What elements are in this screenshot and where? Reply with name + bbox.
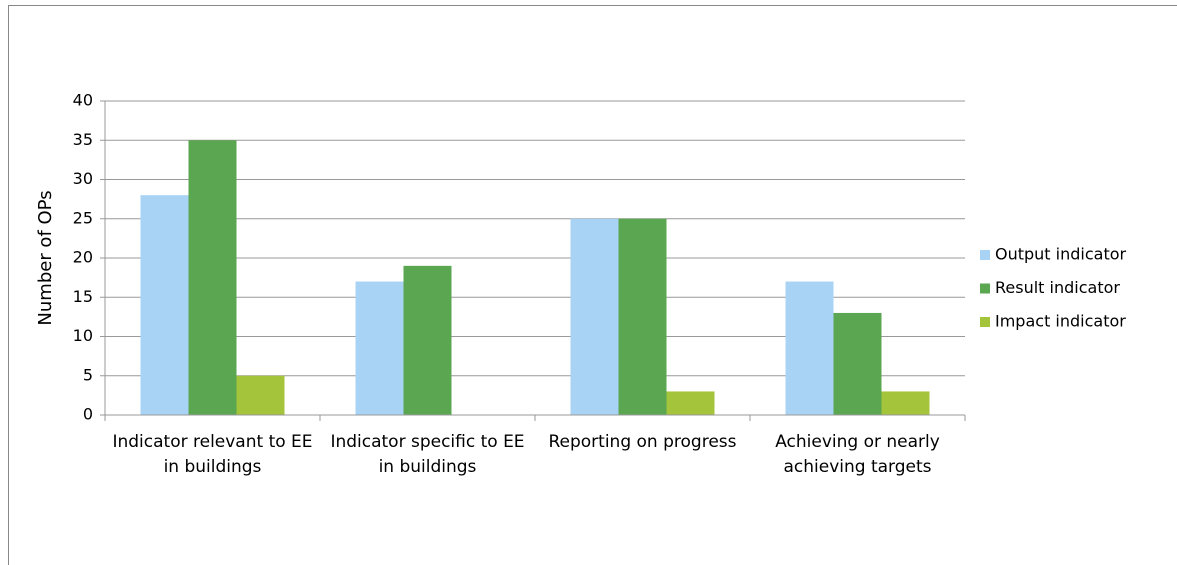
bar <box>403 265 452 415</box>
x-tick-label: Achieving or nearly achieving targets <box>775 432 940 477</box>
y-tick-label: 20 <box>73 248 93 267</box>
x-tick-label: Reporting on progress <box>548 432 737 452</box>
bar <box>236 375 285 415</box>
legend-swatch <box>980 250 990 260</box>
legend-label: Result indicator <box>995 278 1120 297</box>
chart-frame <box>8 5 1177 565</box>
bar <box>355 281 404 415</box>
bar <box>140 195 189 415</box>
y-tick-label: 0 <box>83 405 93 424</box>
bar <box>570 218 619 415</box>
y-axis-label: Number of OPs <box>35 190 56 325</box>
bar <box>618 218 667 415</box>
bar <box>666 391 715 415</box>
y-tick-label: 35 <box>73 130 93 149</box>
bar <box>881 391 930 415</box>
x-tick-label: Indicator specific to EE in buildings <box>330 432 525 477</box>
y-tick-label: 25 <box>73 208 93 227</box>
legend-swatch <box>980 283 990 294</box>
x-tick-label: Indicator relevant to EE in buildings <box>112 432 313 477</box>
legend-swatch <box>980 317 990 327</box>
legend-label: Impact indicator <box>995 312 1126 331</box>
y-tick-label: 40 <box>73 91 93 110</box>
legend-label: Output indicator <box>995 245 1127 264</box>
y-tick-label: 15 <box>73 287 93 306</box>
y-tick-label: 30 <box>73 169 93 188</box>
y-tick-label: 5 <box>83 365 93 384</box>
bar <box>188 140 237 415</box>
bar <box>833 312 882 415</box>
bar <box>785 281 834 415</box>
y-tick-label: 10 <box>73 326 93 345</box>
